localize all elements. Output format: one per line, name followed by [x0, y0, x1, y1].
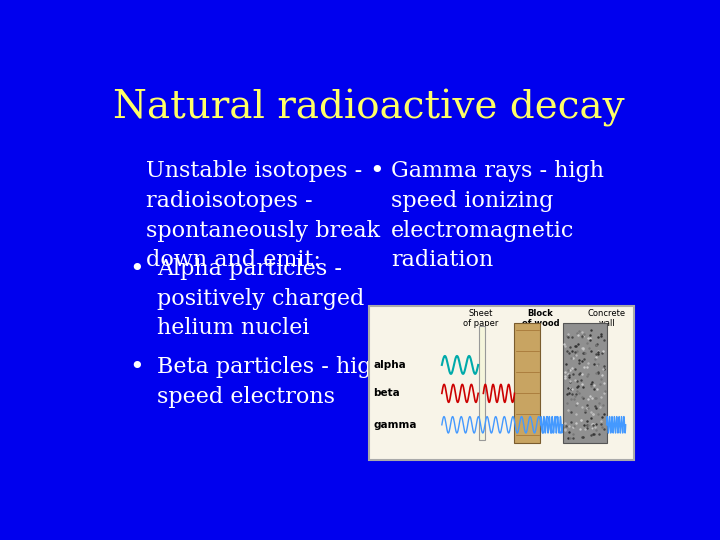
- Bar: [480, 326, 485, 440]
- Bar: [562, 323, 607, 443]
- Text: Gamma rays - high
speed ionizing
electromagnetic
radiation: Gamma rays - high speed ionizing electro…: [392, 160, 604, 272]
- Bar: [369, 306, 634, 460]
- Text: •: •: [369, 160, 384, 184]
- Text: •: •: [129, 356, 144, 379]
- Text: alpha: alpha: [373, 360, 406, 370]
- Text: Alpha particles -
positively charged
helium nuclei: Alpha particles - positively charged hel…: [157, 258, 364, 340]
- Text: gamma: gamma: [373, 420, 417, 430]
- Text: Natural radioactive decay: Natural radioactive decay: [113, 90, 625, 127]
- Text: beta: beta: [373, 388, 400, 399]
- Text: Beta particles - high
speed electrons: Beta particles - high speed electrons: [157, 356, 386, 408]
- Text: Sheet
of paper: Sheet of paper: [463, 309, 498, 328]
- Bar: [515, 323, 541, 443]
- Text: Unstable isotopes -
radioisotopes -
spontaneously break
down and emit:: Unstable isotopes - radioisotopes - spon…: [145, 160, 380, 272]
- Text: Concrete
wall: Concrete wall: [588, 309, 626, 328]
- Text: •: •: [129, 258, 144, 281]
- Text: Block
of wood: Block of wood: [521, 309, 559, 328]
